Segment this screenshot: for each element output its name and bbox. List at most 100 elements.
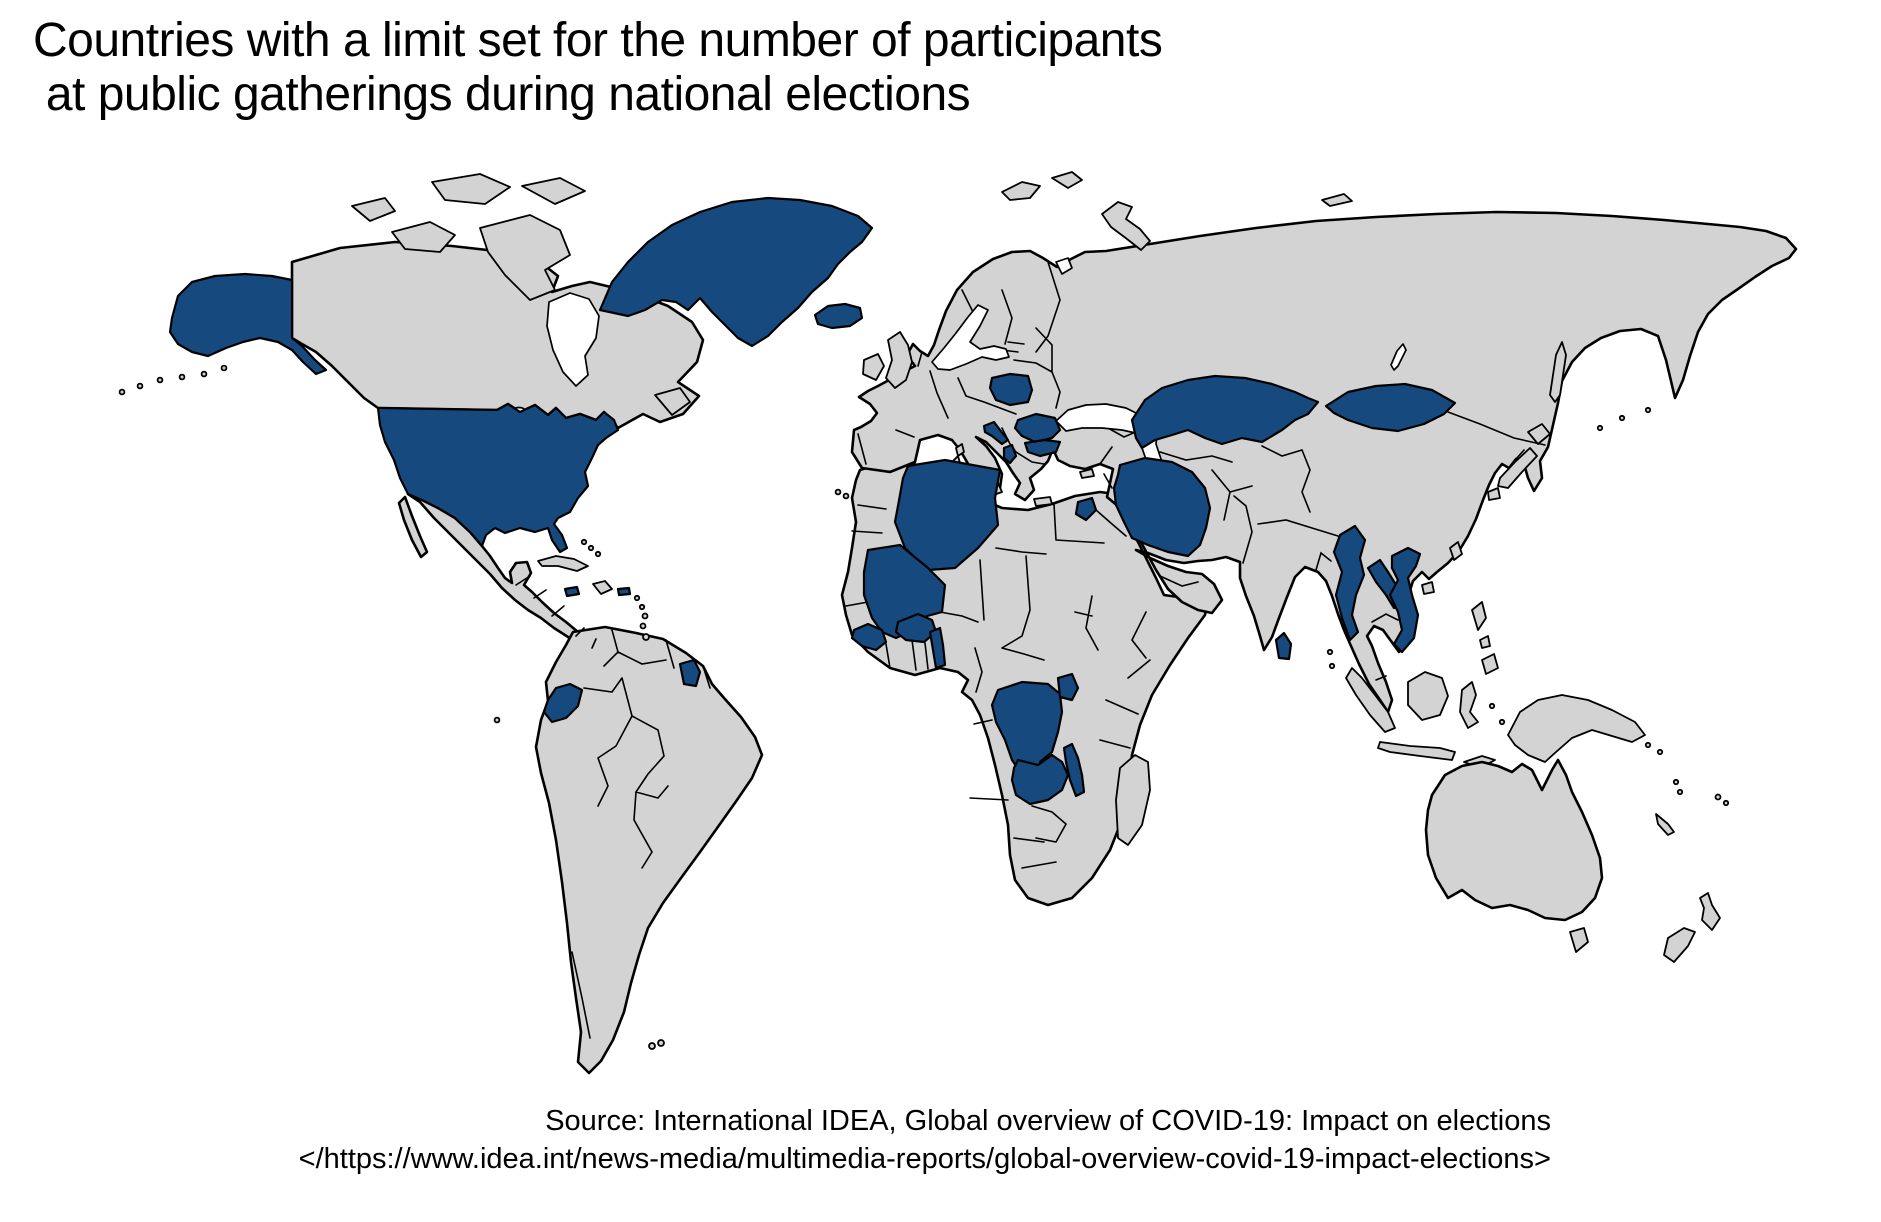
island-sumatra bbox=[1345, 667, 1396, 733]
country-united-states bbox=[376, 402, 620, 554]
country-sri-lanka bbox=[1274, 631, 1293, 661]
country-jamaica bbox=[563, 585, 581, 598]
country-suriname bbox=[678, 658, 702, 688]
country-malawi bbox=[1062, 742, 1086, 798]
island-bahamas-2 bbox=[587, 544, 595, 552]
island-madagascar bbox=[1115, 754, 1151, 846]
island-falklands-1 bbox=[648, 1042, 656, 1050]
country-myanmar bbox=[1332, 524, 1367, 642]
island-andaman-1 bbox=[1326, 648, 1334, 656]
country-iceland bbox=[813, 302, 864, 330]
island-andaman-2 bbox=[1328, 662, 1336, 670]
island-kuril-2 bbox=[1618, 414, 1626, 422]
landmass-south-america bbox=[534, 625, 764, 1075]
country-algeria bbox=[893, 458, 1002, 572]
landmass-australia bbox=[1424, 758, 1604, 922]
island-solomon-2 bbox=[1656, 748, 1664, 756]
country-croatia bbox=[982, 420, 1010, 446]
island-antilles-2 bbox=[638, 603, 646, 611]
island-novaya-zemlya bbox=[1101, 201, 1151, 251]
island-mindanao bbox=[1481, 653, 1499, 675]
island-arctic-1 bbox=[351, 197, 396, 222]
island-sulawesi bbox=[1459, 681, 1479, 729]
island-sakhalin bbox=[1549, 341, 1567, 403]
island-bahamas-3 bbox=[594, 550, 602, 558]
island-luzon bbox=[1471, 601, 1487, 631]
hudson-bay bbox=[546, 292, 600, 387]
island-galapagos bbox=[493, 716, 501, 724]
island-nz-north bbox=[1699, 892, 1721, 931]
island-kuril-3 bbox=[1644, 406, 1652, 414]
island-moluccas-1 bbox=[1488, 702, 1496, 710]
island-fiji-1 bbox=[1714, 793, 1722, 801]
country-zambia bbox=[1010, 753, 1070, 806]
island-new-guinea bbox=[1507, 694, 1646, 763]
country-mongolia bbox=[1324, 382, 1457, 433]
island-new-caledonia bbox=[1655, 813, 1675, 836]
island-hainan bbox=[1421, 581, 1435, 595]
white-sea bbox=[1055, 257, 1073, 275]
island-trinidad bbox=[642, 633, 650, 641]
island-great-britain bbox=[885, 331, 913, 389]
island-baffin bbox=[479, 214, 571, 301]
country-bulgaria bbox=[1023, 438, 1062, 458]
country-vietnam bbox=[1388, 546, 1422, 654]
title-line-2: at public gatherings during national ele… bbox=[33, 67, 971, 121]
island-canary-2 bbox=[842, 492, 850, 500]
island-crete bbox=[1033, 496, 1053, 507]
baltic-sea bbox=[931, 304, 1010, 371]
island-falklands-2 bbox=[657, 1039, 665, 1047]
source-citation: Source: International IDEA, Global overv… bbox=[299, 1103, 1551, 1178]
country-guinea bbox=[850, 622, 888, 652]
island-visayas bbox=[1479, 635, 1491, 649]
country-albania bbox=[1002, 443, 1018, 465]
island-honshu bbox=[1497, 447, 1538, 489]
island-aleutian-6 bbox=[220, 364, 228, 372]
island-nz-south bbox=[1663, 927, 1696, 963]
island-svalbard bbox=[1001, 181, 1041, 201]
island-antilles-3 bbox=[641, 612, 649, 620]
island-borneo bbox=[1407, 671, 1449, 721]
country-ecuador bbox=[542, 682, 584, 724]
island-cuba bbox=[537, 555, 589, 572]
island-corsica bbox=[955, 443, 965, 457]
country-romania bbox=[1013, 412, 1062, 444]
island-ireland bbox=[862, 353, 885, 381]
island-ellesmere bbox=[431, 173, 511, 205]
island-svalbard-2 bbox=[1051, 171, 1083, 189]
country-iran bbox=[1112, 456, 1212, 558]
country-borders bbox=[515, 261, 1546, 1039]
island-aleutian-4 bbox=[178, 373, 186, 381]
country-puerto-rico bbox=[616, 586, 632, 597]
landmass-baja-california bbox=[397, 495, 429, 559]
island-newfoundland bbox=[654, 387, 691, 416]
country-greenland bbox=[598, 196, 874, 348]
country-benin bbox=[928, 626, 947, 670]
country-jordan bbox=[1074, 496, 1098, 522]
island-cyprus bbox=[1079, 468, 1095, 479]
landmass-canada bbox=[290, 240, 705, 430]
island-tasmania bbox=[1569, 927, 1589, 953]
island-hokkaido bbox=[1527, 423, 1551, 445]
island-aleutian-1 bbox=[118, 388, 126, 396]
lake-baikal bbox=[1390, 343, 1407, 371]
title-line-1: Countries with a limit set for the numbe… bbox=[33, 14, 1163, 67]
island-vanuatu-2 bbox=[1676, 788, 1684, 796]
island-severnaya bbox=[1321, 193, 1353, 207]
island-aleutian-5 bbox=[200, 370, 208, 378]
island-bahamas-1 bbox=[580, 538, 588, 546]
country-uganda bbox=[1056, 672, 1080, 702]
island-kuril-1 bbox=[1596, 424, 1604, 432]
island-canary-1 bbox=[834, 488, 842, 496]
island-moluccas-2 bbox=[1498, 718, 1506, 726]
source-line-1: Source: International IDEA, Global overv… bbox=[545, 1105, 1551, 1137]
island-fiji-2 bbox=[1722, 799, 1730, 807]
page-title: Countries with a limit set for the numbe… bbox=[33, 14, 1163, 122]
island-aleutian-3 bbox=[156, 376, 164, 384]
island-vanuatu-1 bbox=[1672, 778, 1680, 786]
island-antilles-1 bbox=[633, 594, 641, 602]
island-java bbox=[1377, 741, 1456, 761]
island-aleutian-2 bbox=[136, 382, 144, 390]
landmass-mexico-central-america bbox=[406, 492, 600, 655]
